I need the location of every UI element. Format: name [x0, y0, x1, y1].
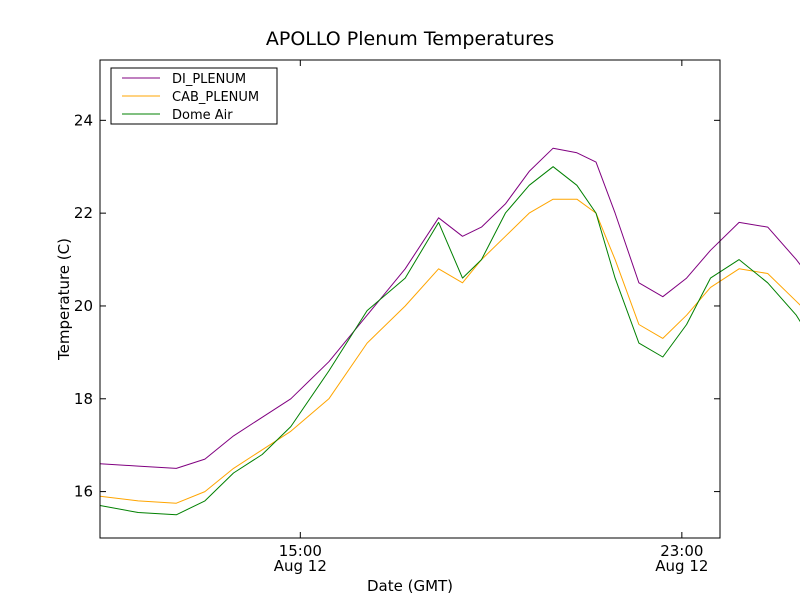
legend-label-cab-plenum: CAB_PLENUM: [172, 90, 259, 105]
series-line-dome-air: [99, 166, 800, 516]
y-tick-label: 20: [74, 297, 93, 315]
y-tick-label: 22: [74, 204, 93, 222]
y-tick-label: 16: [74, 483, 93, 501]
y-tick-label: 18: [74, 390, 93, 408]
x-tick-label-time: 15:00: [279, 542, 322, 560]
x-tick-label-time: 23:00: [660, 542, 703, 560]
chart-title: APOLLO Plenum Temperatures: [266, 28, 554, 50]
x-tick-label-date: Aug 12: [655, 557, 708, 575]
series-line-di-plenum: [99, 147, 800, 469]
legend-label-dome-air: Dome Air: [172, 108, 233, 123]
legend: DI_PLENUM CAB_PLENUM Dome Air: [110, 67, 278, 125]
series-layer: [99, 147, 800, 516]
legend-items: DI_PLENUM CAB_PLENUM Dome Air: [122, 72, 259, 123]
legend-label-di-plenum: DI_PLENUM: [172, 72, 246, 87]
x-tick-label-date: Aug 12: [274, 557, 327, 575]
plot-frame: [99, 59, 721, 539]
y-tick-label: 24: [74, 111, 93, 129]
series-line-cab-plenum: [99, 198, 800, 504]
x-axis-label: Date (GMT): [367, 577, 453, 595]
y-axis-label: Temperature (C): [55, 238, 73, 361]
